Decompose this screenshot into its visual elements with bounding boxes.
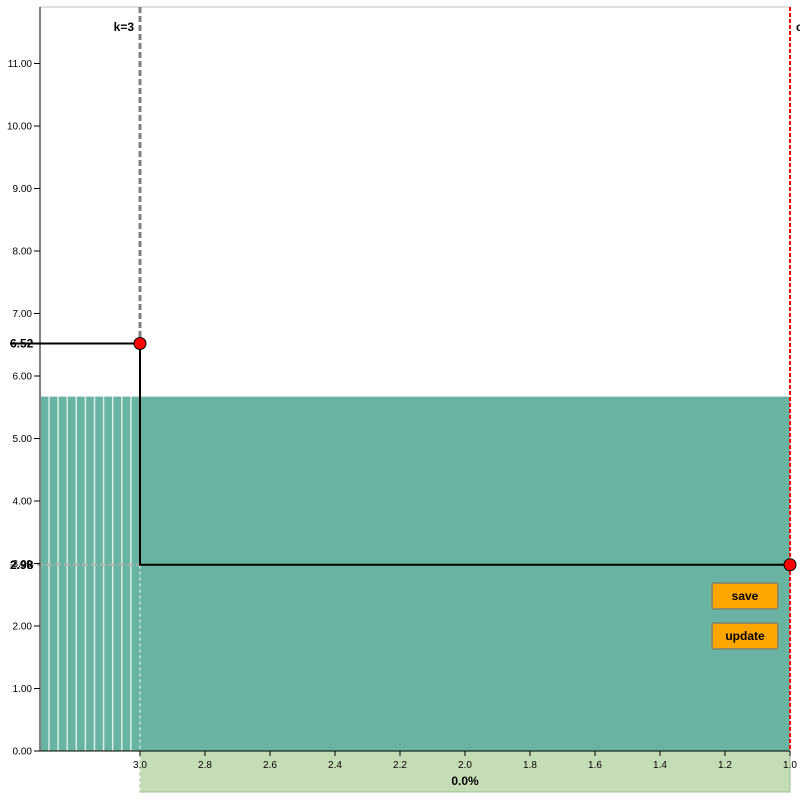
y-marker-label: 2.98	[10, 558, 34, 572]
y-tick-label: 4.00	[13, 497, 33, 508]
x-tick-label: 3.0	[133, 760, 147, 771]
k-line-label: k=3	[114, 20, 135, 34]
step-series-line	[139, 343, 790, 566]
footer-band-group: 0.0%	[139, 750, 791, 793]
update-button[interactable]: update	[711, 622, 779, 650]
y-axis: 0.00 1.00 2.00 3.00 4.00 5.00 6.00 7.00 8.00 9.00…	[7, 7, 41, 758]
y-marker-label: 2.98	[10, 558, 34, 572]
y-tick-label: 10.00	[7, 122, 32, 133]
y-tick-label: 2.00	[13, 622, 33, 633]
data-point	[783, 558, 797, 572]
x-tick-label: 1.4	[653, 760, 667, 771]
data-point	[133, 337, 147, 350]
footer-label: 0.0%	[451, 774, 479, 788]
x-tick-label: 1.0	[783, 760, 797, 771]
x-axis: 3.0 2.8 2.6 2.4 2.2 2.0 1.8 1.6 1.4 1.2 1.0	[40, 750, 797, 771]
y-marker-label: 6.52	[10, 337, 34, 351]
y-tick-label: 8.00	[13, 247, 33, 258]
footer-band	[139, 750, 791, 793]
y-tick-label: 9.00	[13, 184, 33, 195]
y-tick-label: 0.00	[13, 747, 33, 758]
right-line-label: c	[796, 20, 800, 34]
y-tick-label: 1.00	[13, 684, 33, 695]
horizontal-lines-group	[10, 342, 140, 566]
stripes-group	[48, 396, 132, 751]
y-tick-label: 3.00	[13, 559, 33, 570]
labels-group: k=3 c6.522.982.98	[10, 20, 800, 572]
x-tick-label: 2.8	[198, 760, 212, 771]
x-tick-label: 1.6	[588, 760, 602, 771]
x-tick-label: 1.2	[718, 760, 732, 771]
x-tick-label: 2.4	[328, 760, 342, 771]
x-tick-label: 1.8	[523, 760, 537, 771]
y-tick-label: 7.00	[13, 309, 33, 320]
y-tick-label: 5.00	[13, 434, 33, 445]
filled-region	[41, 396, 790, 751]
step-series-group	[139, 343, 790, 566]
y-tick-label: 6.00	[13, 372, 33, 383]
points-group	[133, 337, 797, 572]
x-tick-label: 2.0	[458, 760, 472, 771]
x-tick-label: 2.2	[393, 760, 407, 771]
filled-region-group	[41, 396, 790, 751]
save-button[interactable]: save	[711, 582, 779, 610]
x-tick-label: 2.6	[263, 760, 277, 771]
y-tick-label: 11.00	[8, 59, 33, 70]
